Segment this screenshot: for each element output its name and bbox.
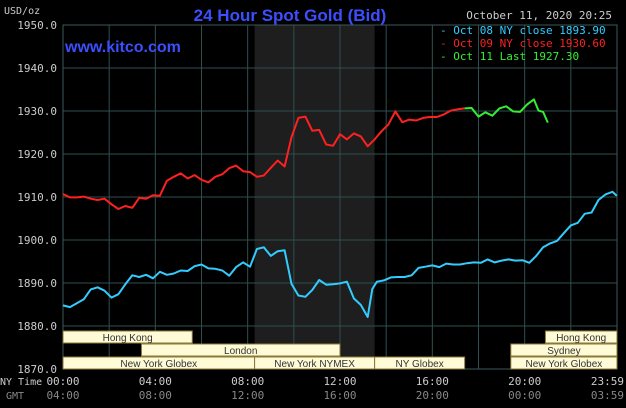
session-bar: Hong Kong: [62, 330, 193, 344]
session-label: Hong Kong: [103, 333, 153, 344]
x-tick-label: 16:00: [416, 375, 449, 388]
x-row-label-ny: NY Time: [0, 377, 42, 388]
session-label: New York NYMEX: [274, 359, 355, 370]
session-label: New York Globex: [526, 359, 603, 370]
gmt-tick-label: 20:00: [416, 389, 449, 402]
x-tick-label: 04:00: [139, 375, 172, 388]
y-axis-unit-label: USD/oz: [4, 6, 40, 17]
session-label: New York Globex: [120, 359, 197, 370]
session-bar: New York NYMEX: [254, 356, 376, 370]
gmt-tick-label: 12:00: [231, 389, 264, 402]
session-bar: London: [140, 343, 341, 357]
session-label: NY Globex: [396, 359, 444, 370]
series-line-1: [62, 190, 618, 318]
session-bar: New York Globex: [510, 356, 618, 370]
session-bar: NY Globex: [374, 356, 466, 370]
gmt-tick-label: 03:59: [591, 389, 624, 402]
gmt-tick-label: 04:00: [46, 389, 79, 402]
session-bar: New York Globex: [62, 356, 256, 370]
session-bar: Sydney: [510, 343, 618, 357]
y-tick-label: 1910.0: [17, 191, 57, 204]
y-tick-label: 1930.0: [17, 105, 57, 118]
series-line-3: [464, 98, 549, 124]
x-row-label-gmt: GMT: [6, 391, 24, 402]
y-tick-label: 1950.0: [17, 19, 57, 32]
y-tick-label: 1870.0: [17, 363, 57, 376]
y-tick-label: 1920.0: [17, 148, 57, 161]
legend-entry: - Oct 08 NY close 1893.90: [440, 24, 606, 37]
y-tick-label: 1900.0: [17, 234, 57, 247]
legend-entry: - Oct 09 NY close 1930.60: [440, 37, 606, 50]
x-tick-label: 12:00: [323, 375, 356, 388]
y-tick-label: 1880.0: [17, 320, 57, 333]
x-tick-label: 00:00: [46, 375, 79, 388]
session-label: London: [224, 346, 257, 357]
session-label: Hong Kong: [556, 333, 606, 344]
gmt-tick-label: 08:00: [139, 389, 172, 402]
site-watermark[interactable]: www.kitco.com: [64, 39, 181, 56]
chart-title: 24 Hour Spot Gold (Bid): [194, 6, 387, 25]
gmt-tick-label: 00:00: [508, 389, 541, 402]
y-tick-label: 1940.0: [17, 62, 57, 75]
x-tick-label: 20:00: [508, 375, 541, 388]
gmt-tick-label: 16:00: [323, 389, 356, 402]
x-tick-label: 08:00: [231, 375, 264, 388]
session-label: Sydney: [547, 346, 580, 357]
session-bar: Hong Kong: [544, 330, 618, 344]
series-line-2: [62, 107, 465, 210]
legend-entry: - Oct 11 Last 1927.30: [440, 50, 579, 63]
chart-legend: - Oct 08 NY close 1893.90- Oct 09 NY clo…: [440, 24, 606, 63]
x-tick-label: 23:59: [591, 375, 624, 388]
chart-datetime: October 11, 2020 20:25: [466, 9, 612, 22]
y-tick-label: 1890.0: [17, 277, 57, 290]
